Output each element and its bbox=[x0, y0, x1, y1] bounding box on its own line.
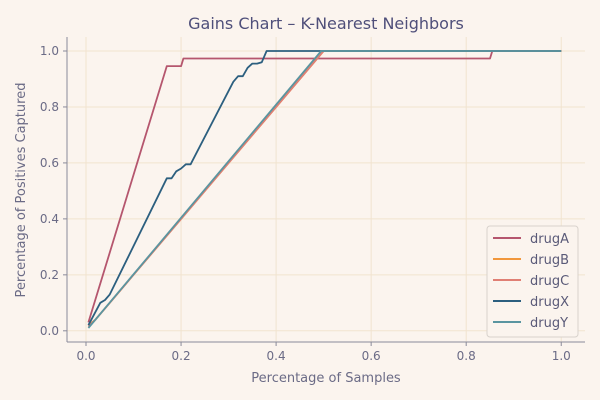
x-tick-label: 0.8 bbox=[457, 349, 476, 363]
legend-label-drugB: drugB bbox=[530, 253, 569, 268]
y-tick-label: 0.6 bbox=[40, 156, 59, 170]
legend-box bbox=[486, 225, 579, 338]
series-lines bbox=[87, 50, 562, 329]
x-tick-label: 0.0 bbox=[76, 349, 95, 363]
chart-title: Gains Chart – K-Nearest Neighbors bbox=[188, 14, 464, 33]
y-axis-label: Percentage of Positives Captured bbox=[14, 83, 29, 298]
x-tick-label: 0.2 bbox=[172, 349, 191, 363]
x-tick-label: 0.4 bbox=[267, 349, 286, 363]
series-line-drugY bbox=[87, 50, 562, 329]
legend: drugA drugB drugC drugX drugY bbox=[486, 225, 579, 338]
series-line-drugX bbox=[87, 50, 562, 326]
axes bbox=[63, 37, 585, 346]
legend-label-drugA: drugA bbox=[530, 232, 569, 247]
y-tick-label: 1.0 bbox=[40, 44, 59, 58]
y-tick-label: 0.8 bbox=[40, 100, 59, 114]
legend-label-drugY: drugY bbox=[530, 316, 568, 331]
y-tick-label: 0.2 bbox=[40, 268, 59, 282]
x-axis-label: Percentage of Samples bbox=[251, 371, 401, 386]
x-tick-label: 1.0 bbox=[552, 349, 571, 363]
grid bbox=[67, 37, 585, 342]
legend-label-drugC: drugC bbox=[530, 274, 569, 289]
x-tick-label: 0.6 bbox=[362, 349, 381, 363]
tick-labels: 0.0 0.2 0.4 0.6 0.8 1.0 0.0 0.2 0.4 0.6 0.8 1.0 bbox=[40, 44, 571, 363]
legend-label-drugX: drugX bbox=[530, 295, 569, 310]
y-tick-label: 0.4 bbox=[40, 212, 59, 226]
y-tick-label: 0.0 bbox=[40, 324, 59, 338]
